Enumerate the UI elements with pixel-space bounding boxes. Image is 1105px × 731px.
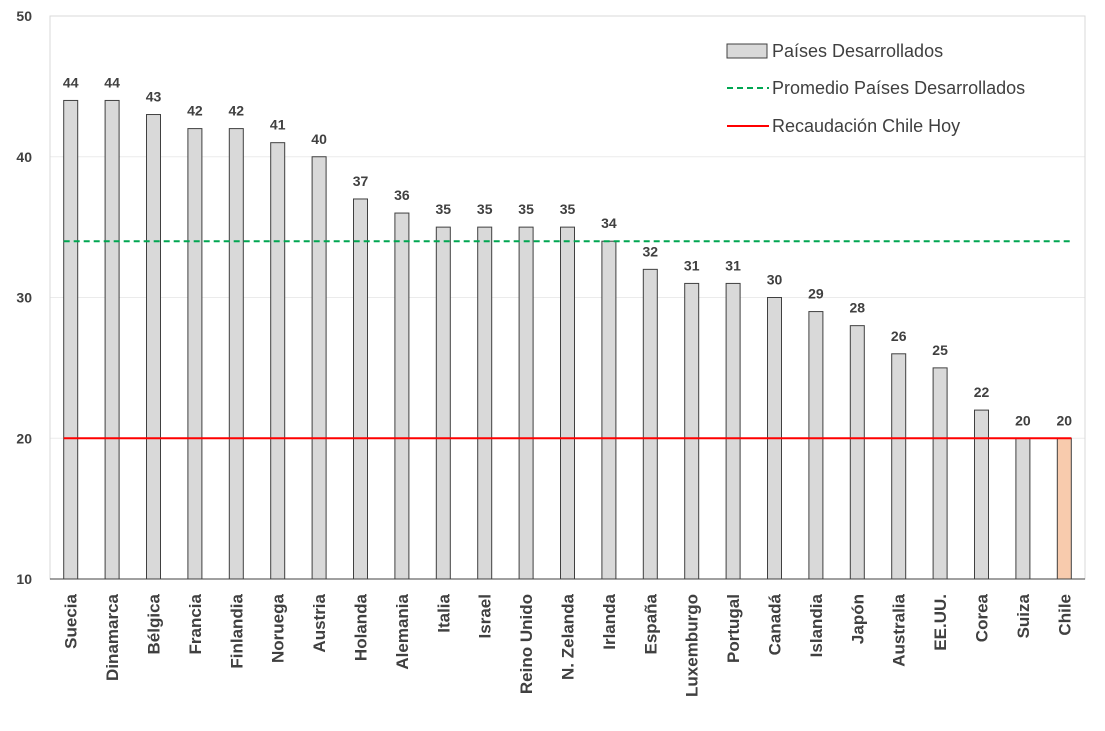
y-tick-label: 50 [16,8,32,24]
bar-n-zelanda [560,226,575,580]
bar-australia [891,353,907,580]
legend-entry: Recaudación Chile Hoy [772,116,960,136]
bar-portugal [725,282,741,580]
bar-finlandia [228,128,244,580]
bar-dinamarca [104,99,120,580]
data-label: 35 [477,201,493,217]
y-tick-label: 20 [16,430,32,446]
bar-japón [849,325,865,580]
bar-corea [974,409,989,580]
category-label: Bélgica [145,593,164,654]
bar-alemania [394,212,410,580]
category-label: Luxemburgo [683,594,702,697]
category-label: EE.UU. [931,594,950,651]
category-label: Suecia [62,593,81,648]
category-label: Francia [186,593,205,654]
category-label: Holanda [352,593,371,661]
data-label: 25 [932,342,948,358]
legend: Países Desarrollados Promedio Países Desa… [726,41,1025,136]
category-label: Portugal [724,594,743,663]
category-label: Italia [434,593,453,632]
bar-chile [1056,437,1072,580]
x-axis-category-labels: Suecia Dinamarca Bélgica Francia Finlandia No… [62,593,1075,696]
bar-italia [435,226,451,580]
data-label: 35 [436,201,452,217]
bar-luxemburgo [684,282,700,580]
category-label: España [641,593,660,654]
bar-francia [187,128,203,580]
data-label: 31 [684,257,700,273]
bar-ee-uu- [932,367,948,580]
data-label: 37 [353,173,369,189]
data-label: 43 [146,89,162,105]
category-label: Canadá [766,593,785,655]
data-label: 26 [891,328,907,344]
data-labels: 44 44 43 42 42 41 40 37 36 35 35 35 35 34 32 31 31 30 29 28… [63,74,1072,428]
bar-suecia [63,99,79,580]
data-label: 41 [270,117,286,133]
data-label: 28 [850,300,866,316]
data-label: 29 [808,286,824,302]
data-label: 31 [725,257,741,273]
bar-israel [477,226,493,580]
category-label: Austria [310,593,329,652]
category-label: Suiza [1014,593,1033,638]
data-label: 34 [601,215,617,231]
category-label: Finlandia [227,593,246,668]
data-label: 22 [974,384,990,400]
y-tick-label: 30 [16,290,32,306]
axes [49,15,1086,580]
category-label: Chile [1055,594,1074,636]
category-label: Japón [848,594,867,644]
bar-islandia [808,311,824,580]
category-label: N. Zelanda [559,593,578,680]
legend-entry: Promedio Países Desarrollados [772,78,1025,98]
category-label: Dinamarca [103,593,122,680]
category-label: Reino Unido [517,594,536,694]
data-label: 30 [767,272,783,288]
category-label: Irlanda [600,593,619,649]
data-label: 42 [187,103,203,119]
y-axis-tick-labels: 10 20 30 40 50 [16,8,32,587]
category-label: Australia [890,593,909,666]
data-label: 32 [643,243,659,259]
bar-españa [642,268,658,580]
legend-entry: Países Desarrollados [772,41,943,61]
category-label: Alemania [393,593,412,669]
data-label: 35 [560,201,576,217]
data-label: 40 [311,131,327,147]
bar-reino-unido [518,226,534,580]
data-label: 44 [104,74,120,90]
bar-austria [311,156,327,580]
y-tick-label: 40 [16,149,32,165]
category-label: Corea [973,593,992,642]
category-label: Islandia [807,593,826,657]
bar-suiza [1015,437,1031,580]
legend-swatch-bar [726,43,768,59]
data-label: 42 [229,103,245,119]
bars [63,99,1072,580]
bar-irlanda [601,240,617,580]
y-tick-label: 10 [16,571,32,587]
data-label: 35 [518,201,534,217]
data-label: 20 [1015,412,1031,428]
data-label: 44 [63,74,79,90]
category-label: Israel [476,594,495,638]
data-label: 20 [1057,412,1073,428]
reference-lines [63,240,1072,440]
bar-holanda [353,198,368,580]
bar-noruega [270,142,286,580]
category-label: Noruega [269,593,288,663]
data-label: 36 [394,187,410,203]
bar-bélgica [146,114,161,580]
